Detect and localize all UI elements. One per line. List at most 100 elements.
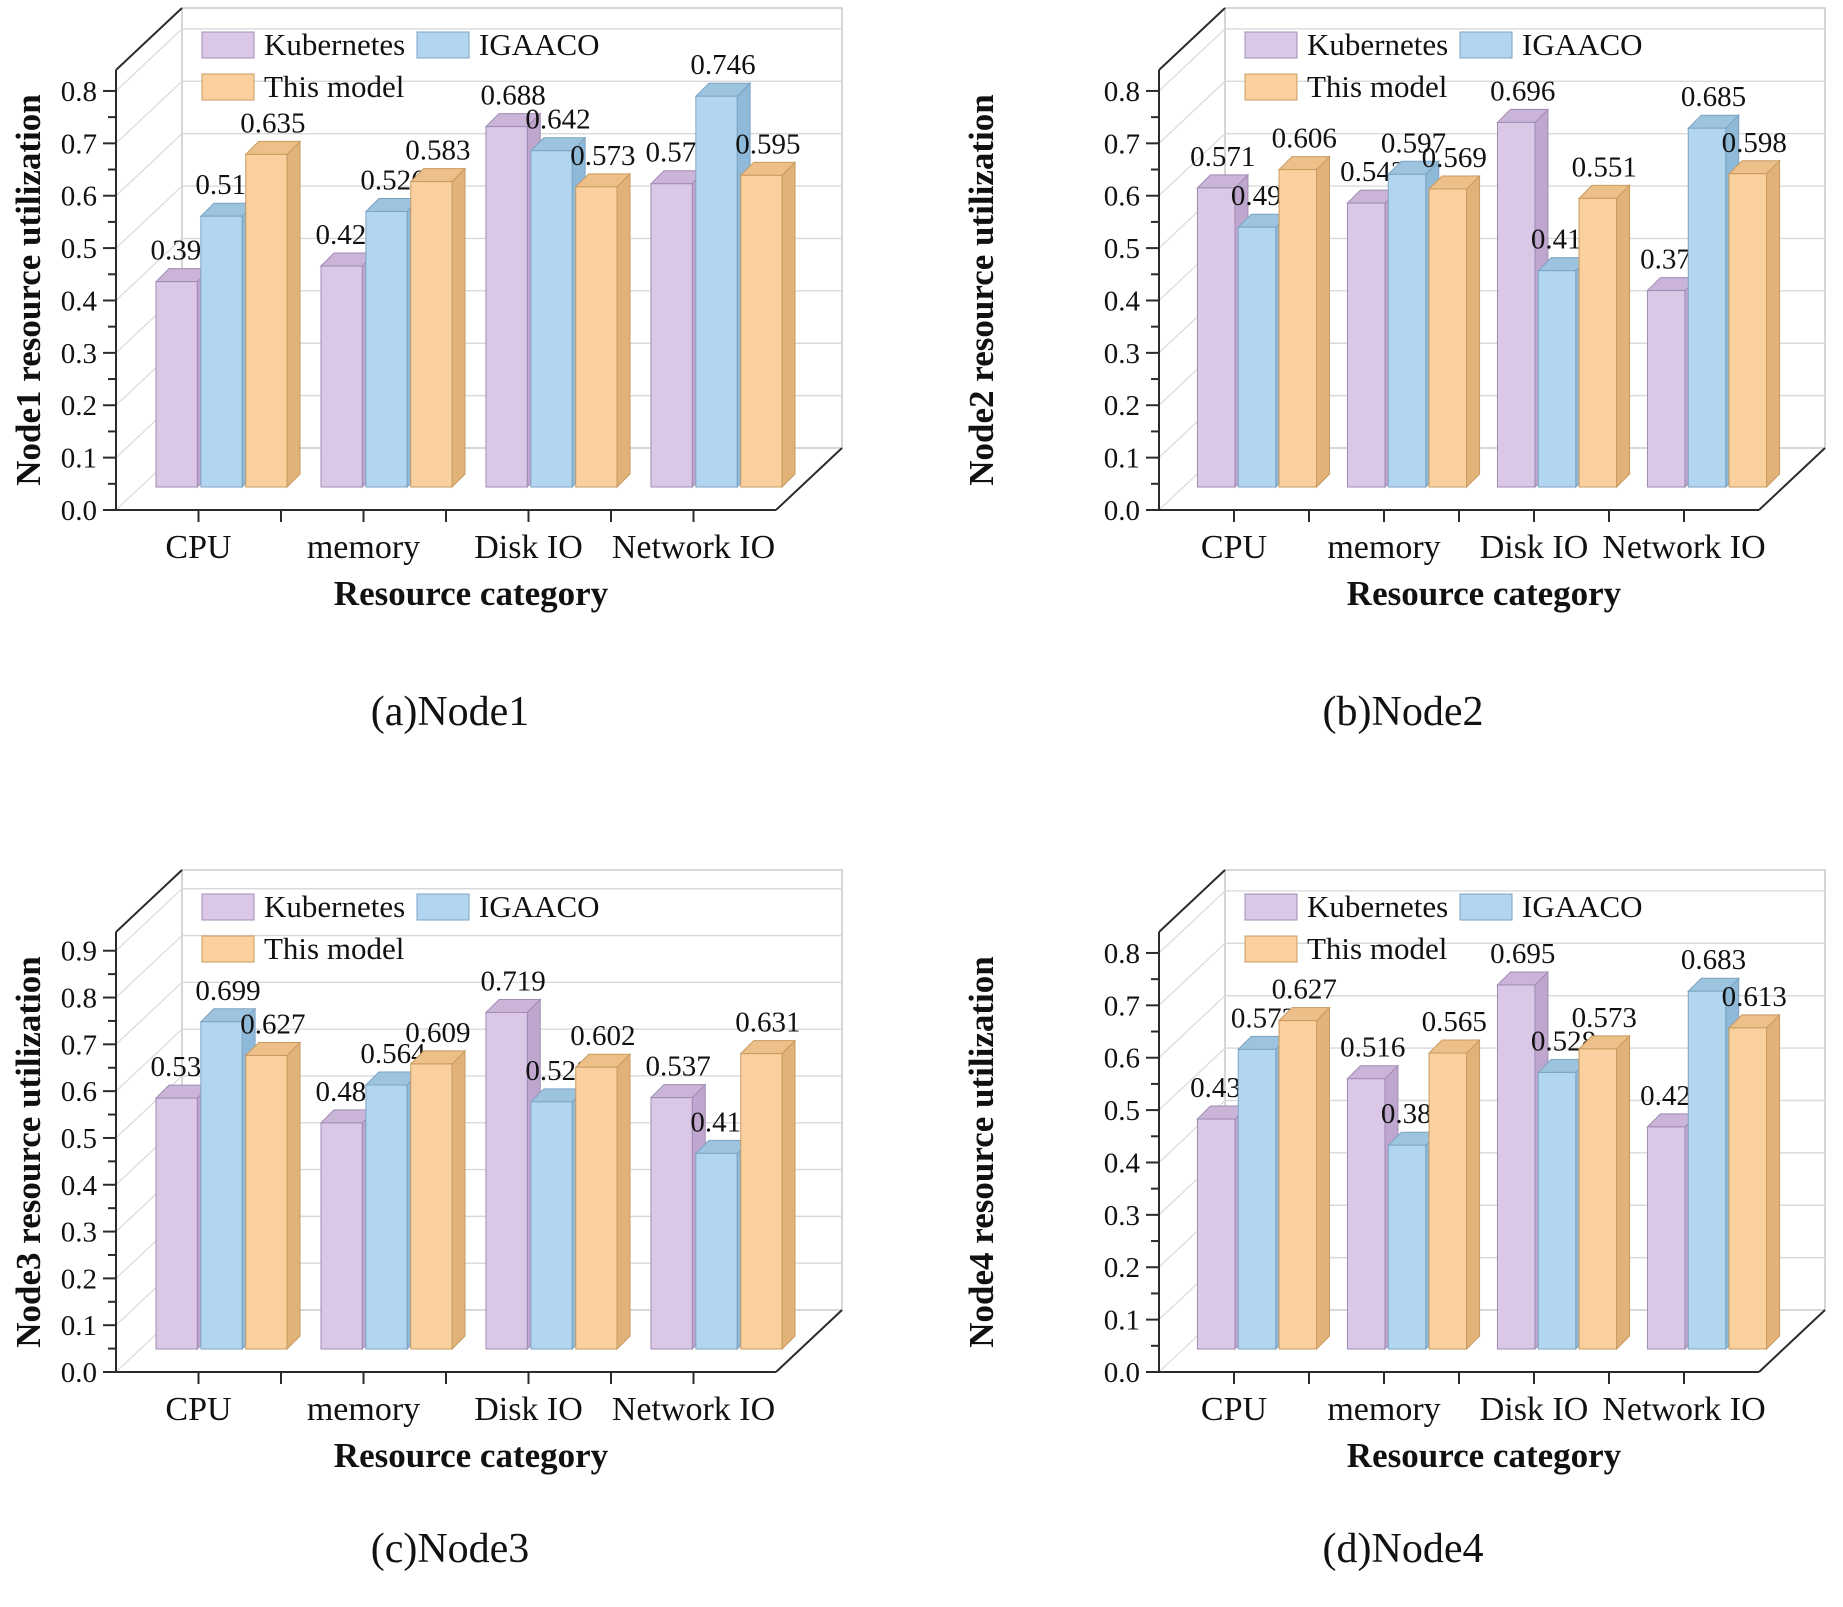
y-axis-title: Node4 resource utilization xyxy=(963,956,1001,1347)
bar-kubernetes-network-io: 0.537 xyxy=(645,1051,711,1351)
leftwall-gridline xyxy=(115,80,183,144)
bar-side-face xyxy=(616,1053,631,1351)
top-depth-line xyxy=(115,869,183,933)
bar-front-face xyxy=(740,1053,783,1350)
y-axis-title: Node1 resource utilization xyxy=(10,94,48,485)
value-label: 0.602 xyxy=(570,1020,635,1052)
legend-swatch-this-model xyxy=(1244,73,1298,101)
x-axis-title: Resource category xyxy=(334,1436,609,1475)
bar-front-face xyxy=(1578,1048,1618,1350)
x-axis-title: Resource category xyxy=(1347,1436,1622,1475)
value-label: 0.595 xyxy=(735,128,800,160)
y-tick-label: 0.0 xyxy=(61,495,97,527)
y-tick-label: 0.8 xyxy=(61,983,97,1015)
bar-front-face xyxy=(485,126,528,488)
value-label: 0.685 xyxy=(1681,81,1746,113)
value-label: 0.719 xyxy=(480,965,545,997)
bar-front-face xyxy=(1646,290,1686,488)
bar-front-face xyxy=(1196,187,1236,488)
x-category-label: Disk IO xyxy=(1480,529,1589,566)
y-tick-label: 0.0 xyxy=(61,1357,97,1389)
bar-front-face xyxy=(1728,1027,1768,1350)
leftwall-gridline xyxy=(115,935,183,998)
bars: 0.4390.5720.6270.5160.3890.5650.6950.528… xyxy=(1190,938,1787,1351)
bar-front-face xyxy=(1537,270,1577,488)
bar-kubernetes-memory: 0.516 xyxy=(1340,1032,1405,1351)
bar-front-face xyxy=(245,1055,288,1350)
x-category-label: memory xyxy=(307,529,420,566)
leftwall-gridline xyxy=(1158,942,1226,1006)
bar-this-model-memory: 0.569 xyxy=(1422,142,1487,489)
y-ticks: 0.0 0.1 0.2 0.3 0.4 0.5 0.6 0.7 0.8 xyxy=(1104,76,1159,527)
y-tick-label: 0.8 xyxy=(1104,76,1140,108)
bar-front-face xyxy=(1428,1052,1468,1350)
chart-node2-svg: 0.5710.4960.6060.5420.5970.5690.6960.413… xyxy=(963,7,1826,613)
y-tick-label: 0.8 xyxy=(61,76,97,108)
leftwall-gridline xyxy=(115,133,183,197)
bar-this-model-disk-io: 0.602 xyxy=(570,1020,636,1351)
value-label: 0.573 xyxy=(570,140,635,172)
bar-side-face xyxy=(781,161,796,489)
chart-node2: 0.571 0.496 0.606 0.542 0.597 0.569 0.696 0.413… xyxy=(963,0,1843,660)
y-tick-label: 0.7 xyxy=(1104,990,1140,1022)
bar-side-face xyxy=(1466,1038,1481,1351)
y-tick-label: 0.9 xyxy=(61,936,97,968)
y-tick-label: 0.4 xyxy=(1104,285,1141,317)
value-label: 0.683 xyxy=(1681,944,1746,976)
bar-side-face xyxy=(286,140,301,489)
y-tick-label: 0.0 xyxy=(1104,1357,1140,1389)
value-label: 0.631 xyxy=(735,1007,800,1039)
value-label: 0.583 xyxy=(405,135,470,167)
value-label: 0.699 xyxy=(195,975,260,1007)
x-category-label: Disk IO xyxy=(474,529,583,566)
x-axis-title: Resource category xyxy=(334,574,609,613)
right-depth-line xyxy=(775,1309,843,1373)
bar-side-face xyxy=(1466,174,1481,489)
chart-node1: 0.392 0.517 0.635 0.422 0.526 0.583 0.688 0.642… xyxy=(10,0,890,660)
y-tick-label: 0.4 xyxy=(61,1170,98,1202)
y-tick-label: 0.1 xyxy=(61,443,97,475)
y-axis-title: Node2 resource utilization xyxy=(963,94,1001,485)
x-ticks: CPU memory Disk IO Network IO xyxy=(1201,510,1766,566)
caption-node4: (d)Node4 xyxy=(1322,1526,1484,1572)
legend: Kubernetes IGAACO This model xyxy=(1244,889,1643,966)
x-category-label: memory xyxy=(307,1391,420,1428)
y-tick-label: 0.2 xyxy=(1104,1252,1140,1284)
legend-label: IGAACO xyxy=(1522,27,1643,62)
bar-front-face xyxy=(1346,202,1386,488)
bar-this-model-memory: 0.609 xyxy=(405,1017,471,1351)
bar-this-model-memory: 0.583 xyxy=(405,135,471,489)
bar-front-face xyxy=(695,1152,738,1350)
legend-label: IGAACO xyxy=(1522,889,1643,924)
top-depth-line xyxy=(1158,7,1226,71)
legend-label: IGAACO xyxy=(479,27,600,62)
bar-front-face xyxy=(1237,226,1277,488)
y-tick-label: 0.6 xyxy=(61,181,97,213)
leftwall-gridline xyxy=(115,28,183,92)
x-category-label: CPU xyxy=(1201,529,1267,566)
y-tick-label: 0.3 xyxy=(1104,1200,1140,1232)
value-label: 0.635 xyxy=(240,107,305,139)
y-tick-label: 0.4 xyxy=(61,285,98,317)
y-tick-label: 0.1 xyxy=(1104,443,1140,475)
leftwall-gridline xyxy=(1158,28,1226,92)
bar-side-face xyxy=(781,1039,796,1351)
value-label: 0.569 xyxy=(1422,142,1487,174)
bar-front-face xyxy=(320,265,363,488)
value-label: 0.516 xyxy=(1340,1032,1405,1064)
legend-label: Kubernetes xyxy=(1307,889,1448,924)
bar-front-face xyxy=(1196,1118,1236,1350)
y-axis-title: Node3 resource utilization xyxy=(10,956,48,1347)
bar-front-face xyxy=(530,1101,573,1350)
value-label: 0.573 xyxy=(1572,1002,1637,1034)
chart-node3: 0.536 0.699 0.627 0.483 0.564 0.609 0.719 0.528… xyxy=(10,862,890,1522)
bar-this-model-cpu: 0.627 xyxy=(240,1009,306,1351)
bar-side-face xyxy=(451,167,466,489)
bar-side-face xyxy=(286,1041,301,1351)
bar-side-face xyxy=(1316,1006,1331,1351)
legend-label: Kubernetes xyxy=(264,27,405,62)
bar-this-model-memory: 0.565 xyxy=(1422,1006,1487,1351)
bar-front-face xyxy=(485,1011,528,1350)
legend: Kubernetes IGAACO This model xyxy=(201,27,600,104)
